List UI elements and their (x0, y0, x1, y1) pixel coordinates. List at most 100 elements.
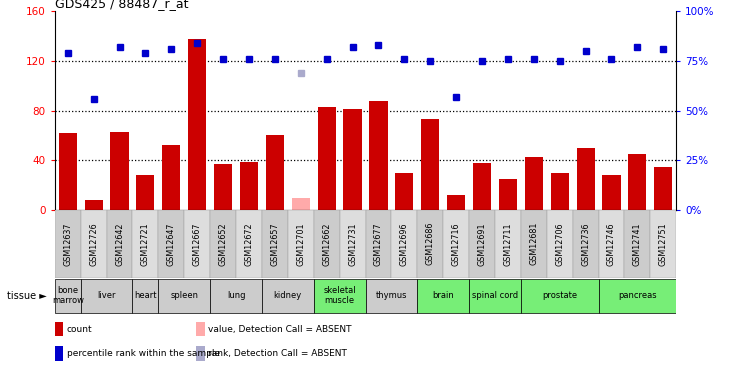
Bar (266, 135, 284, 210)
Bar (162, 146, 181, 210)
Bar (651, 210, 676, 278)
Bar (495, 210, 520, 278)
Text: rank, Detection Call = ABSENT: rank, Detection Call = ABSENT (208, 349, 347, 358)
Bar (572, 210, 599, 278)
Bar (417, 210, 443, 278)
Bar (340, 210, 366, 278)
Text: GSM12686: GSM12686 (425, 222, 435, 266)
Text: spinal cord: spinal cord (472, 291, 518, 300)
Bar (469, 210, 495, 278)
Bar (624, 210, 651, 278)
Bar (85, 200, 103, 210)
Bar (521, 279, 599, 313)
Text: GSM12677: GSM12677 (374, 222, 383, 266)
Bar (236, 210, 262, 278)
Bar (292, 198, 310, 210)
Bar (391, 210, 417, 278)
Bar (262, 279, 314, 313)
Text: lung: lung (227, 291, 246, 300)
Text: GSM12691: GSM12691 (477, 222, 487, 266)
Text: GSM12741: GSM12741 (633, 222, 642, 266)
Text: GSM12652: GSM12652 (219, 222, 227, 266)
Bar (188, 39, 206, 210)
Bar (107, 210, 132, 278)
Bar (132, 210, 159, 278)
Text: GSM12696: GSM12696 (400, 222, 409, 266)
Bar (521, 210, 547, 278)
Bar (240, 162, 258, 210)
Bar (547, 210, 572, 278)
Bar (317, 107, 336, 210)
Text: heart: heart (135, 291, 156, 300)
Text: brain: brain (432, 291, 454, 300)
Bar (473, 163, 491, 210)
Bar (344, 110, 362, 210)
Bar (628, 154, 646, 210)
Bar (499, 179, 517, 210)
Text: GSM12637: GSM12637 (64, 222, 72, 266)
Bar (159, 279, 211, 313)
Bar (80, 279, 132, 313)
Bar (214, 164, 232, 210)
Bar (110, 132, 129, 210)
Bar (417, 279, 469, 313)
Text: GSM12736: GSM12736 (581, 222, 590, 266)
Text: skeletal
muscle: skeletal muscle (323, 286, 356, 305)
Text: GSM12662: GSM12662 (322, 222, 331, 266)
Bar (599, 210, 624, 278)
Text: thymus: thymus (376, 291, 407, 300)
Bar (211, 210, 236, 278)
Bar (602, 175, 621, 210)
Text: GSM12711: GSM12711 (504, 222, 512, 266)
Bar (211, 279, 262, 313)
Bar (577, 148, 594, 210)
Text: percentile rank within the sample: percentile rank within the sample (67, 349, 220, 358)
Text: GSM12667: GSM12667 (193, 222, 202, 266)
Bar (262, 210, 288, 278)
Text: GSM12647: GSM12647 (167, 222, 176, 266)
Text: GSM12706: GSM12706 (555, 222, 564, 266)
Bar (288, 210, 314, 278)
Bar (550, 173, 569, 210)
Bar (55, 322, 63, 336)
Text: GSM12751: GSM12751 (659, 222, 667, 266)
Text: liver: liver (97, 291, 115, 300)
Text: GSM12657: GSM12657 (270, 222, 279, 266)
Bar (55, 279, 80, 313)
Bar (447, 195, 465, 210)
Bar (58, 133, 77, 210)
Bar (599, 279, 676, 313)
Bar (55, 346, 63, 361)
Bar (132, 279, 159, 313)
Bar (159, 210, 184, 278)
Bar (137, 175, 154, 210)
Text: GSM12701: GSM12701 (296, 222, 306, 266)
Text: GSM12721: GSM12721 (141, 222, 150, 266)
Text: spleen: spleen (170, 291, 198, 300)
Bar (443, 210, 469, 278)
Bar (366, 210, 391, 278)
Bar (55, 210, 80, 278)
Text: GSM12716: GSM12716 (452, 222, 461, 266)
Text: GSM12731: GSM12731 (348, 222, 357, 266)
Bar (314, 210, 340, 278)
Text: kidney: kidney (273, 291, 302, 300)
Text: prostate: prostate (542, 291, 577, 300)
Text: count: count (67, 324, 92, 334)
Bar (314, 279, 366, 313)
Text: GSM12672: GSM12672 (244, 222, 254, 266)
Bar (654, 166, 673, 210)
Text: pancreas: pancreas (618, 291, 656, 300)
Text: GSM12746: GSM12746 (607, 222, 616, 266)
Bar (197, 346, 205, 361)
Bar (80, 210, 107, 278)
Bar (395, 173, 414, 210)
Bar (366, 279, 417, 313)
Text: value, Detection Call = ABSENT: value, Detection Call = ABSENT (208, 324, 352, 334)
Text: GSM12642: GSM12642 (115, 222, 124, 266)
Bar (184, 210, 211, 278)
Bar (525, 157, 543, 210)
Bar (421, 119, 439, 210)
Bar (369, 101, 387, 210)
Text: GSM12726: GSM12726 (89, 222, 98, 266)
